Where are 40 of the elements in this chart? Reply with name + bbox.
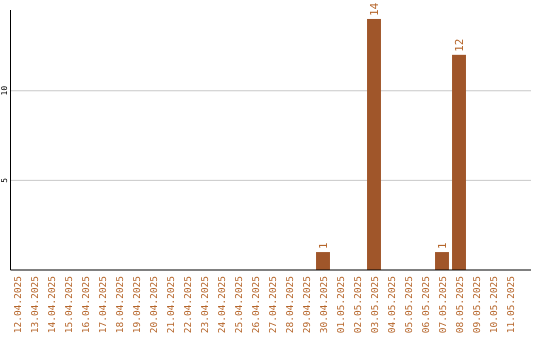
x-tick-label: 01.05.2025: [336, 276, 347, 334]
x-tick-label: 21.04.2025: [166, 276, 177, 334]
x-tick-label: 24.04.2025: [217, 276, 228, 334]
data-label: 12: [453, 38, 466, 52]
x-tick-label: 09.05.2025: [472, 276, 483, 334]
x-tick-label: 12.04.2025: [13, 276, 24, 334]
x-tick-label: 07.05.2025: [438, 276, 449, 334]
data-label: 1: [317, 242, 330, 250]
x-tick-label: 20.04.2025: [149, 276, 160, 334]
data-label: 1: [436, 242, 449, 250]
x-tick-label: 22.04.2025: [183, 276, 194, 334]
x-tick-label: 13.04.2025: [30, 276, 41, 334]
x-tick-label: 25.04.2025: [234, 276, 245, 334]
x-tick-label: 14.04.2025: [47, 276, 58, 334]
x-tick-label: 05.05.2025: [404, 276, 415, 334]
y-tick-label: 10: [0, 86, 9, 96]
x-tick-label: 18.04.2025: [115, 276, 126, 334]
x-tick-label: 15.04.2025: [64, 276, 75, 334]
bar: [452, 54, 466, 270]
x-tick-label: 29.04.2025: [302, 276, 313, 334]
x-tick-label: 26.04.2025: [251, 276, 262, 334]
x-tick-label: 30.04.2025: [319, 276, 330, 334]
y-tick-label: 5: [0, 178, 9, 183]
x-tick-label: 11.05.2025: [506, 276, 517, 334]
data-label: 14: [368, 2, 381, 16]
x-tick-label: 27.04.2025: [268, 276, 279, 334]
bar: [367, 18, 381, 270]
x-tick-label: 17.04.2025: [98, 276, 109, 334]
x-tick-label: 03.05.2025: [370, 276, 381, 334]
x-tick-label: 02.05.2025: [353, 276, 364, 334]
x-tick-label: 06.05.2025: [421, 276, 432, 334]
bar: [435, 252, 449, 270]
x-tick-label: 19.04.2025: [132, 276, 143, 334]
x-tick-label: 08.05.2025: [455, 276, 466, 334]
x-tick-label: 23.04.2025: [200, 276, 211, 334]
bar: [316, 252, 330, 270]
x-tick-label: 04.05.2025: [387, 276, 398, 334]
x-tick-label: 10.05.2025: [489, 276, 500, 334]
x-tick-label: 16.04.2025: [81, 276, 92, 334]
x-tick-label: 28.04.2025: [285, 276, 296, 334]
